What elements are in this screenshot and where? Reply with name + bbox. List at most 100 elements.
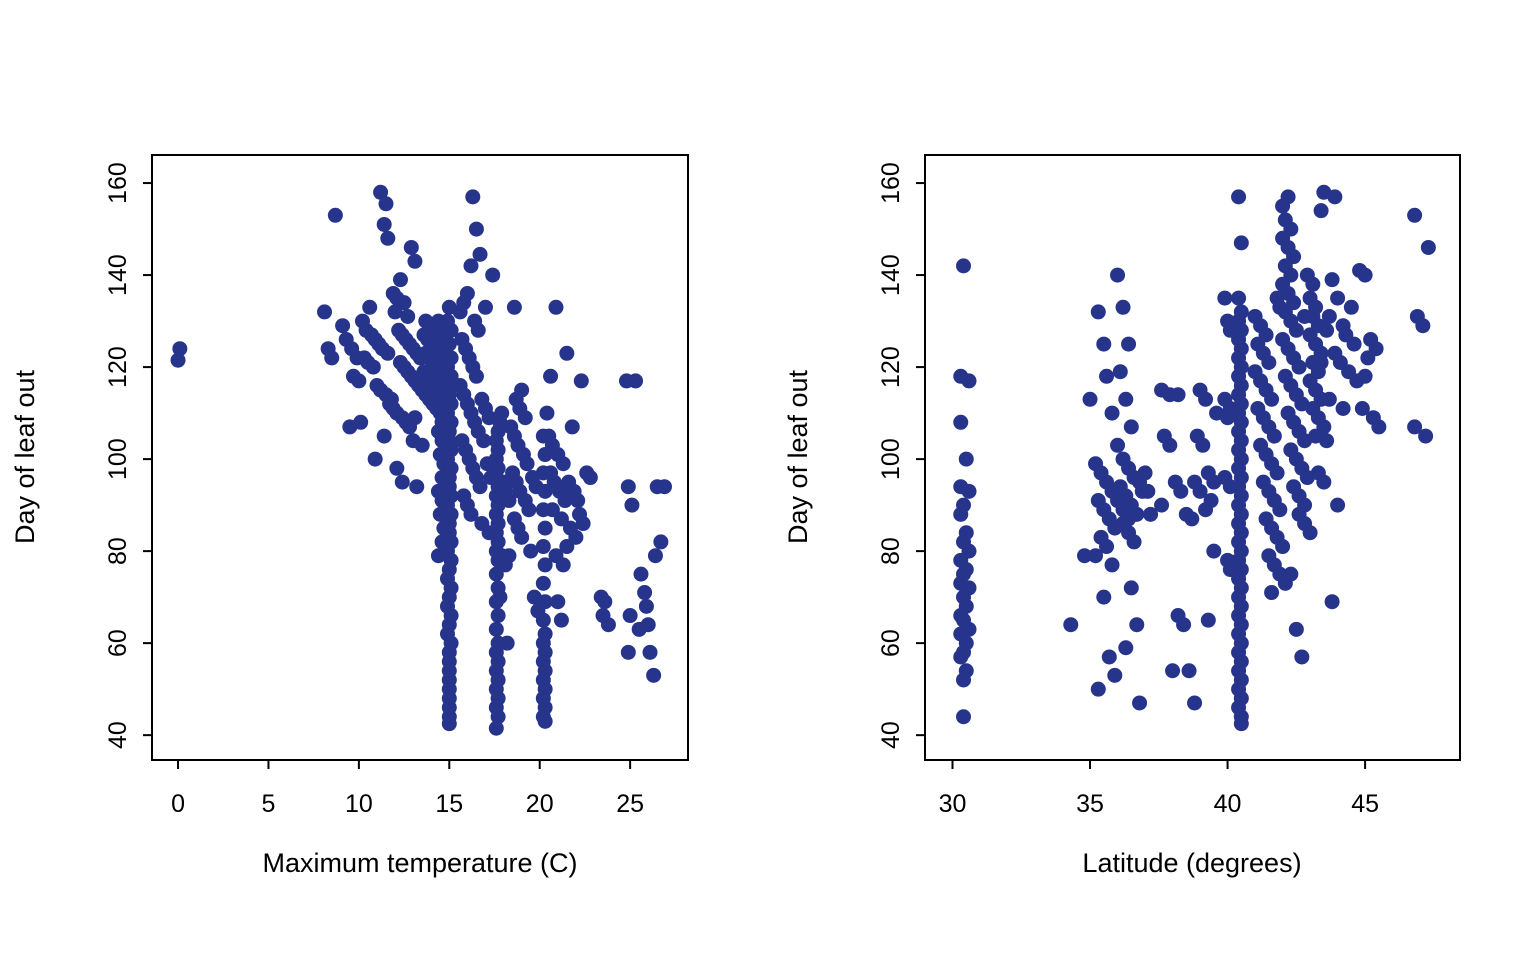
data-point [1132, 695, 1148, 711]
data-point [1233, 716, 1249, 732]
data-point [1357, 368, 1373, 384]
data-point [477, 299, 493, 315]
x-tick-label: 45 [1351, 790, 1379, 818]
data-point [476, 433, 492, 449]
data-point [537, 594, 553, 610]
data-point [409, 479, 425, 495]
data-point [1302, 525, 1318, 541]
data-point [1121, 511, 1137, 527]
data-point [1319, 322, 1335, 338]
data-point [1313, 354, 1329, 370]
data-point [499, 635, 515, 651]
data-point [392, 272, 408, 288]
data-point [1184, 511, 1200, 527]
data-point [647, 548, 663, 564]
data-point [1360, 350, 1376, 366]
data-point [1107, 667, 1123, 683]
data-point [1231, 290, 1247, 306]
data-point [539, 405, 555, 421]
data-point [953, 649, 969, 665]
data-point [452, 304, 468, 320]
data-point [548, 299, 564, 315]
axes-layer: 0 5 10 15 20 25 40 60 80 100 120 140 160 [104, 162, 644, 818]
data-point [468, 221, 484, 237]
data-point [582, 470, 598, 486]
data-point [1063, 617, 1079, 633]
data-point [1321, 391, 1337, 407]
y-tick-label: 100 [877, 438, 905, 480]
data-point [1121, 336, 1137, 352]
data-point [557, 493, 573, 509]
data-point [1112, 364, 1128, 380]
data-point [494, 405, 510, 421]
data-point [956, 709, 972, 725]
data-point [488, 720, 504, 736]
data-point [414, 437, 430, 453]
y-tick-label: 120 [877, 346, 905, 388]
leafout-vs-temp-chart: 0 5 10 15 20 25 40 60 80 100 120 140 160 Maximum tem… [10, 154, 689, 878]
data-point [633, 566, 649, 582]
data-point [373, 184, 389, 200]
data-point [1330, 497, 1346, 513]
data-point [400, 308, 416, 324]
data-point [535, 465, 551, 481]
data-point [1173, 483, 1189, 499]
points-layer [953, 184, 1436, 732]
points-layer [170, 184, 672, 736]
data-point [553, 612, 569, 628]
data-point [465, 189, 481, 205]
data-point [646, 667, 662, 683]
data-point [485, 267, 501, 283]
data-point [488, 566, 504, 582]
axes-layer: 30 35 40 45 40 60 80 100 120 140 160 [877, 162, 1379, 818]
data-point [953, 506, 969, 522]
data-point [622, 608, 638, 624]
data-point [1200, 612, 1216, 628]
data-point [537, 447, 553, 463]
data-point [172, 341, 188, 357]
data-point [1327, 189, 1343, 205]
data-point [535, 575, 551, 591]
data-point [559, 345, 575, 361]
data-point [514, 529, 530, 545]
data-point [1090, 681, 1106, 697]
data-point [537, 557, 553, 573]
y-tick-label: 120 [104, 346, 132, 388]
data-point [961, 373, 977, 389]
data-point [1346, 336, 1362, 352]
data-point [1266, 428, 1282, 444]
data-point [1321, 308, 1337, 324]
y-tick-label: 160 [877, 162, 905, 204]
data-point [1371, 419, 1387, 435]
data-point [403, 239, 419, 255]
data-point [1330, 290, 1346, 306]
data-point [624, 497, 640, 513]
data-point [1233, 235, 1249, 251]
data-point [1099, 539, 1115, 555]
data-point [1165, 663, 1181, 679]
data-point [653, 534, 669, 550]
data-point [1324, 272, 1340, 288]
data-point [1261, 354, 1277, 370]
data-point [1118, 640, 1134, 656]
data-point [324, 350, 340, 366]
x-tick-label: 30 [939, 790, 967, 818]
data-point [335, 318, 351, 334]
data-point [1275, 539, 1291, 555]
data-point [488, 621, 504, 637]
x-tick-label: 20 [526, 790, 554, 818]
data-point [353, 414, 369, 430]
data-point [463, 258, 479, 274]
data-point [1140, 483, 1156, 499]
data-point [575, 516, 591, 532]
data-point [1110, 267, 1126, 283]
data-point [463, 506, 479, 522]
data-point [1187, 695, 1203, 711]
data-point [564, 419, 580, 435]
x-tick-label: 15 [435, 790, 463, 818]
data-point [620, 644, 636, 660]
data-point [956, 672, 972, 688]
data-point [559, 539, 575, 555]
data-point [1181, 663, 1197, 679]
data-point [1154, 497, 1170, 513]
